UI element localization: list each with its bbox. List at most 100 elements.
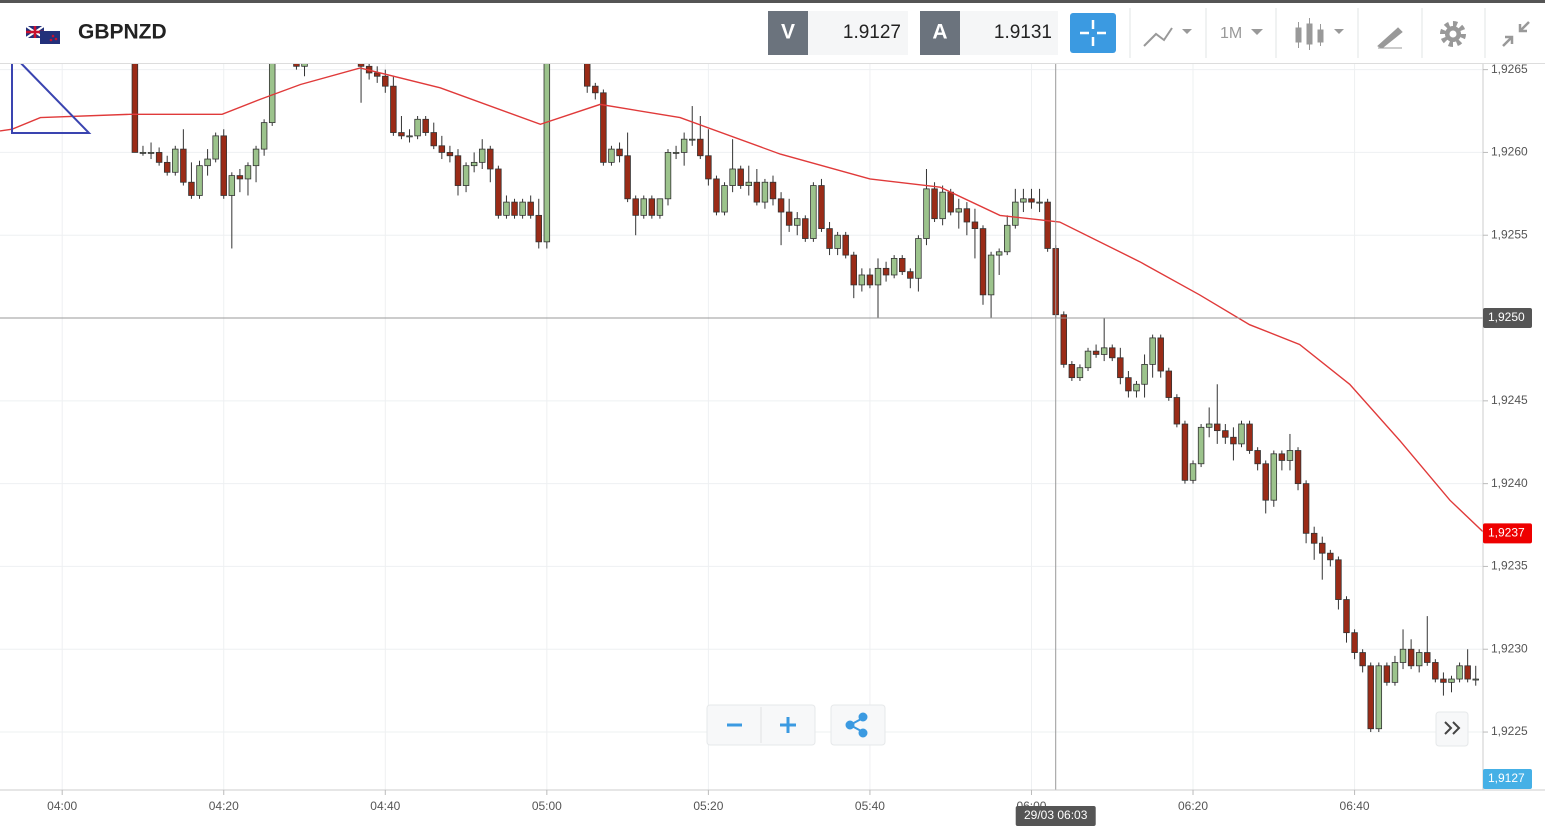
candle-body <box>414 118 421 137</box>
quote-label: 1,9127 <box>1488 771 1525 785</box>
candle-body <box>600 92 607 163</box>
candle-body <box>1157 337 1164 372</box>
candle-body <box>890 258 898 276</box>
candle-body <box>357 63 365 67</box>
buy-label: A <box>932 21 947 44</box>
x-tick-label: 04:40 <box>370 799 400 813</box>
zoom-in[interactable] <box>780 717 796 733</box>
candle-body <box>656 198 664 216</box>
candle-body <box>1359 652 1366 667</box>
candle-body <box>1302 483 1310 534</box>
sell-button[interactable] <box>768 11 808 55</box>
candle-body <box>882 267 890 276</box>
candle-body <box>1189 463 1197 481</box>
x-tick-label: 05:00 <box>532 799 562 813</box>
candle-body <box>1424 652 1431 663</box>
candle-body <box>1367 665 1374 730</box>
ma-price-label: 1,9237 <box>1488 525 1525 539</box>
candle-body <box>180 148 187 183</box>
crosshair-button[interactable] <box>1070 13 1116 53</box>
candle-body <box>697 138 704 157</box>
candle-body <box>1044 201 1051 249</box>
candle-body <box>850 254 858 286</box>
candle-body <box>995 251 1003 256</box>
flag-icon <box>25 25 60 44</box>
candle-body <box>1246 423 1253 451</box>
candle-body <box>422 118 429 133</box>
symbol: GBPNZD <box>78 21 167 44</box>
candle-body <box>1278 453 1286 461</box>
candle-body <box>583 63 591 87</box>
candle-body <box>1254 450 1261 465</box>
x-tick-label: 05:20 <box>693 799 723 813</box>
settings-button[interactable] <box>1440 21 1466 47</box>
sell-label: V <box>781 21 795 44</box>
candle-body <box>1100 347 1108 355</box>
candle-body <box>1440 678 1447 683</box>
share-button[interactable] <box>830 704 886 746</box>
candle-body <box>430 132 437 147</box>
candle-body <box>470 161 478 167</box>
candle-body <box>527 201 534 216</box>
scroll-icon <box>1444 721 1461 735</box>
collapse-button[interactable] <box>1502 21 1530 47</box>
candle-body <box>1448 678 1455 683</box>
candle-body <box>624 155 631 200</box>
candle-body <box>769 181 777 200</box>
drawing-triangle[interactable] <box>11 51 92 134</box>
candle-type-button[interactable] <box>1295 18 1344 50</box>
y-tick-label: 1,9235 <box>1491 559 1528 573</box>
candle-body <box>713 178 720 213</box>
candle-body <box>1197 426 1205 465</box>
candle-body <box>373 72 381 77</box>
candle-body <box>236 175 244 180</box>
candle-body <box>535 214 542 243</box>
candle-body <box>979 228 987 296</box>
candle-body <box>1262 463 1269 501</box>
candle-body <box>454 155 462 186</box>
candle-body <box>672 152 680 154</box>
candle-body <box>398 132 405 137</box>
buy-price-box[interactable] <box>960 11 1058 55</box>
candle-body <box>478 148 486 163</box>
candle-body <box>1432 662 1439 680</box>
candle-body <box>511 201 518 216</box>
candle-body <box>1286 450 1294 461</box>
crosshair-icon <box>1080 20 1106 46</box>
scroll-to-end-button[interactable] <box>1435 711 1469 747</box>
candle-body <box>301 63 308 67</box>
candle-body <box>971 221 979 230</box>
candle-body <box>689 138 696 141</box>
candle-body <box>866 274 874 286</box>
candle-body <box>785 211 793 226</box>
candle-body <box>212 135 219 160</box>
candle-body <box>745 181 752 186</box>
candle-body <box>955 208 963 213</box>
candle-body <box>608 148 615 163</box>
timeframe[interactable]: 1M <box>1220 25 1242 42</box>
candle-body <box>438 145 446 153</box>
y-tick-label: 1,9225 <box>1491 724 1528 738</box>
candle-body <box>131 63 139 153</box>
candle-body <box>204 158 211 167</box>
candle-body <box>139 152 147 154</box>
candle-body <box>543 63 551 243</box>
y-tick-label: 1,9230 <box>1491 641 1528 655</box>
draw-button[interactable] <box>1377 27 1403 49</box>
candle-body <box>1149 337 1156 365</box>
candle-body <box>632 198 639 216</box>
candle-body <box>1020 198 1027 203</box>
chart-type-button[interactable] <box>1143 27 1192 47</box>
buy-button[interactable] <box>920 11 960 55</box>
candle-body <box>390 85 397 133</box>
candle-body <box>753 181 761 203</box>
candle-body <box>1084 350 1092 369</box>
crosshair-time-box <box>1015 806 1096 826</box>
candle-body <box>680 138 688 153</box>
sell-price-box[interactable] <box>808 11 908 55</box>
candle-body <box>228 175 236 196</box>
candle-body <box>1173 397 1181 425</box>
y-tick-label: 1,9240 <box>1491 476 1528 490</box>
candle-body <box>721 185 728 213</box>
candle-body <box>1327 552 1334 561</box>
